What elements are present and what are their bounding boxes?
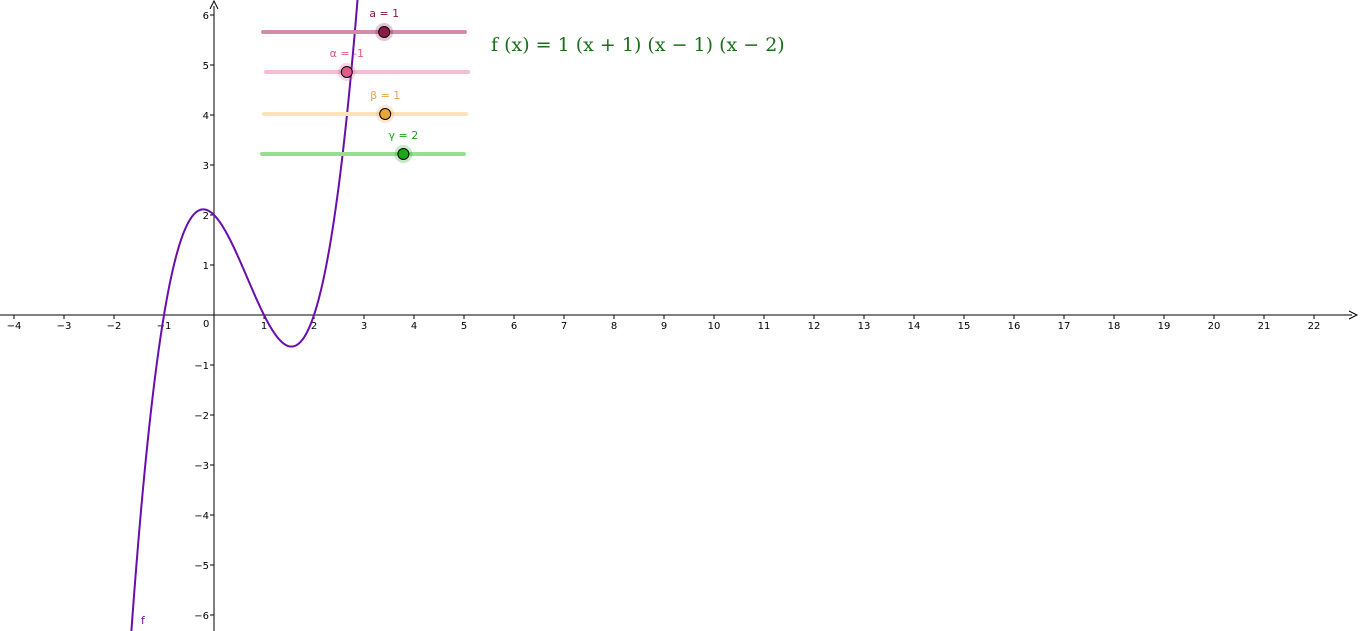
x-tick-label: 13 — [858, 321, 871, 332]
slider-handle[interactable] — [379, 108, 392, 120]
x-tick-label: 8 — [611, 321, 617, 332]
slider-label: γ = 2 — [389, 129, 419, 142]
sliders-panel: a = 1 α = -1 β = 1 γ = 2 — [260, 7, 470, 163]
y-axis-arrow-icon — [209, 0, 219, 10]
y-tick-label: −5 — [194, 561, 209, 572]
x-tick-label: −4 — [7, 321, 22, 332]
x-tick-label: 10 — [708, 321, 721, 332]
x-tick-label: 16 — [1008, 321, 1021, 332]
slider-handle[interactable] — [397, 148, 410, 160]
x-tick-label: 20 — [1208, 321, 1221, 332]
x-tick-label: −3 — [57, 321, 72, 332]
function-f-label: f — [141, 614, 146, 627]
y-tick-label: 5 — [203, 61, 209, 72]
y-axis-ticks: 6 5 4 3 2 1 −1 −2 −3 −4 −5 −6 — [194, 11, 214, 622]
x-tick-label: −1 — [157, 321, 172, 332]
function-formula: f (x) = 1 (x + 1) (x − 1) (x − 2) — [491, 34, 785, 56]
x-tick-label: 4 — [411, 321, 417, 332]
x-tick-label: 14 — [908, 321, 921, 332]
x-tick-label: 11 — [758, 321, 771, 332]
y-tick-label: −2 — [194, 411, 209, 422]
function-f-curve[interactable] — [130, 0, 360, 631]
slider-label: β = 1 — [370, 89, 400, 102]
x-tick-label: 15 — [958, 321, 971, 332]
x-tick-label: 1 — [261, 321, 267, 332]
slider-handle[interactable] — [340, 66, 353, 78]
x-tick-label: 7 — [561, 321, 567, 332]
y-tick-label: 3 — [203, 161, 209, 172]
slider-handle[interactable] — [378, 26, 391, 38]
x-tick-label: 21 — [1258, 321, 1271, 332]
y-tick-label: −1 — [194, 361, 209, 372]
x-tick-label: 9 — [661, 321, 667, 332]
y-tick-label: 6 — [203, 11, 209, 22]
x-tick-label: 5 — [461, 321, 467, 332]
y-tick-label: −6 — [194, 611, 209, 622]
x-tick-label: 18 — [1108, 321, 1121, 332]
slider-label: a = 1 — [369, 7, 399, 20]
x-tick-label: 6 — [511, 321, 517, 332]
slider-2[interactable]: β = 1 — [262, 89, 468, 123]
x-tick-label: 2 — [311, 321, 317, 332]
x-tick-label: 22 — [1308, 321, 1321, 332]
slider-1[interactable]: α = -1 — [264, 47, 470, 81]
slider-label: α = -1 — [330, 47, 364, 60]
y-tick-label: 4 — [203, 111, 209, 122]
slider-3[interactable]: γ = 2 — [260, 129, 466, 163]
y-tick-label: −3 — [194, 461, 209, 472]
x-tick-label: 3 — [361, 321, 367, 332]
x-tick-label: 19 — [1158, 321, 1171, 332]
x-axis-ticks: −4 −3 −2 −1 1 2 3 4 5 6 7 8 9 10 11 12 13 14 15 16 17 18 19 20 2… — [7, 315, 1321, 332]
x-tick-label: −2 — [107, 321, 122, 332]
slider-0[interactable]: a = 1 — [261, 7, 467, 41]
y-tick-label: 1 — [203, 261, 209, 272]
x-tick-label: 17 — [1058, 321, 1071, 332]
x-axis-arrow-icon — [1348, 310, 1359, 320]
y-tick-label: 2 — [203, 211, 209, 222]
origin-label: 0 — [203, 319, 209, 330]
x-tick-label: 12 — [808, 321, 821, 332]
y-tick-label: −4 — [194, 511, 209, 522]
